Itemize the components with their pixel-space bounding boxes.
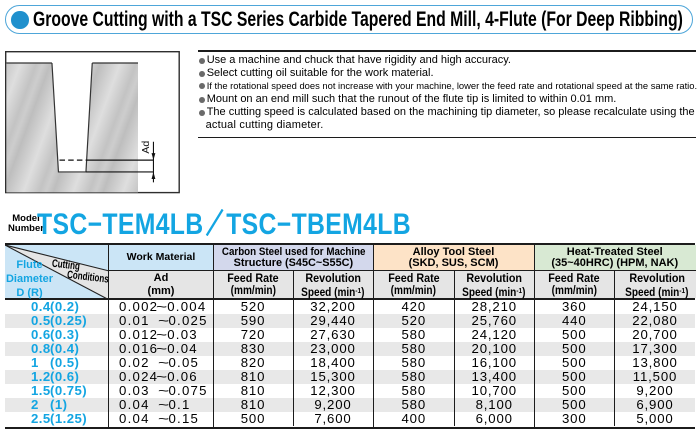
svg-text:Cutting: Cutting bbox=[51, 258, 80, 274]
svg-text:Ad: Ad bbox=[140, 140, 152, 153]
svg-text:Conditions: Conditions bbox=[66, 269, 109, 286]
